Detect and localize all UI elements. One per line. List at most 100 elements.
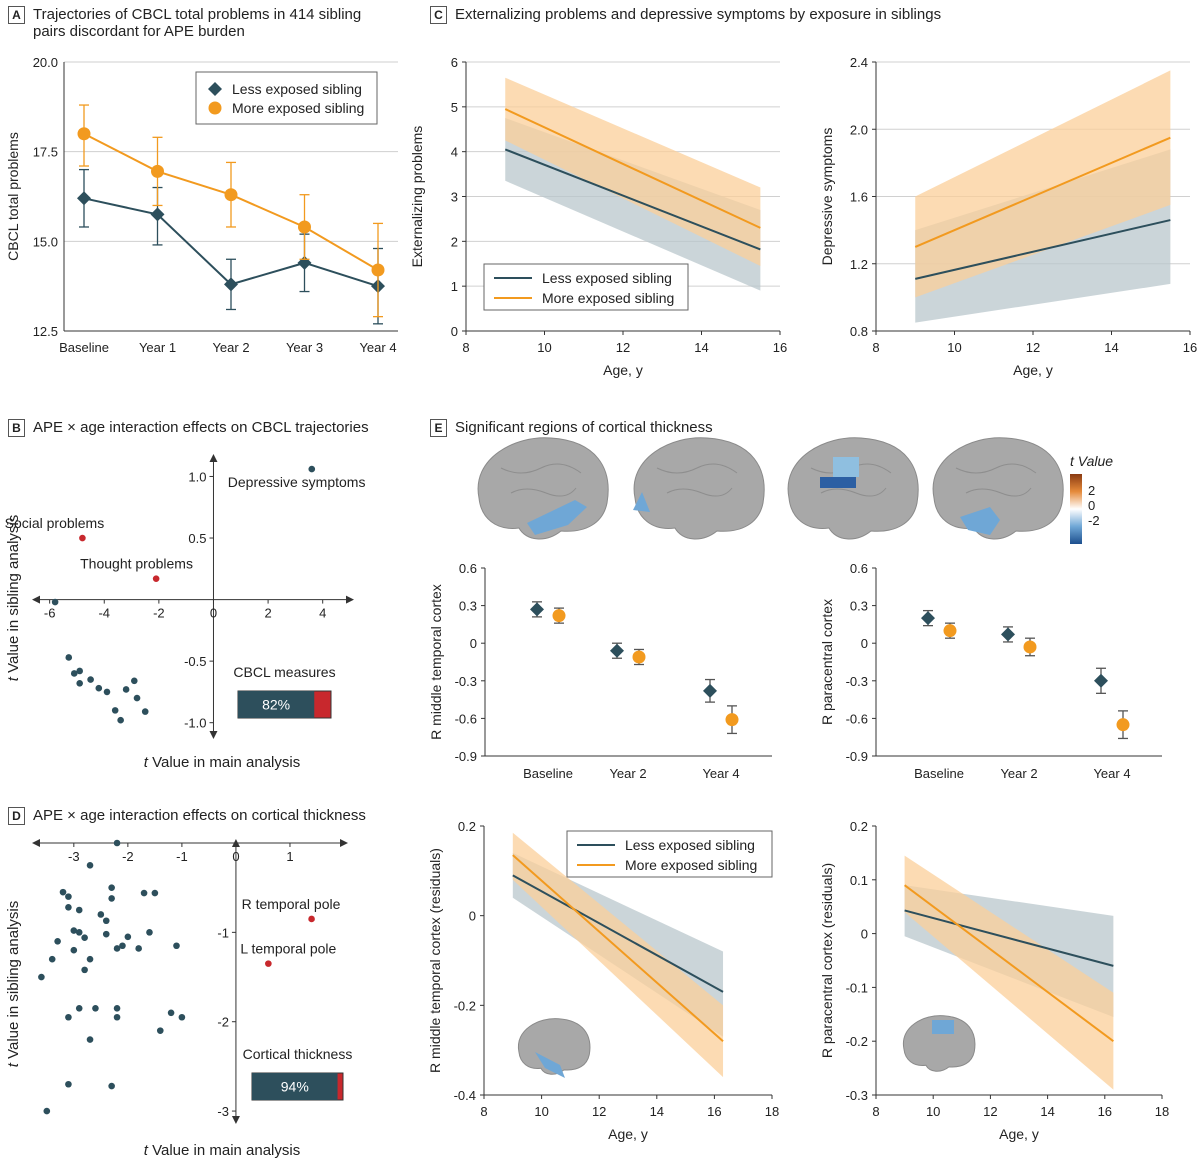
y-tick-label: -0.3 [846, 1088, 868, 1103]
panel-a-title: A Trajectories of CBCL total problems in… [8, 6, 388, 40]
scatter-point [76, 667, 83, 675]
y-tick-label: -0.4 [454, 1088, 476, 1103]
regression-line [904, 909, 1114, 967]
x-axis-label: Age, y [608, 1126, 648, 1142]
scatter-point [51, 598, 59, 606]
brain-sulci [500, 463, 582, 497]
region-middle-temporal [527, 500, 587, 535]
scatter-point [38, 973, 45, 981]
y-tick-label: 12.5 [33, 324, 58, 339]
x-tick-label: 8 [872, 1104, 879, 1119]
y-tick-label: -0.2 [846, 1034, 868, 1049]
region-inset-f1 [535, 1052, 565, 1078]
panel-c-title: C Externalizing problems and depressive … [430, 6, 1150, 24]
y-axis-label: R paracentral cortex (residuals) [819, 863, 835, 1058]
y-tick-label: 1.6 [850, 190, 868, 205]
scatter-point [76, 679, 83, 687]
chart-e2-paracentral: -0.9 -0.6 -0.3 0 0.3 0.6 Baseline Year 2 Year 4 R… [819, 561, 1162, 781]
scatter-point [122, 686, 130, 693]
data-point [371, 263, 385, 277]
scatter-point [140, 889, 148, 897]
data-point [224, 188, 238, 202]
scatter-point [108, 895, 115, 902]
scatter-point [86, 955, 94, 963]
regression-line [504, 148, 761, 251]
x-tick-label: 16 [1098, 1104, 1112, 1119]
data-point [943, 624, 957, 638]
y-axis-label: Externalizing problems [409, 126, 425, 268]
y-tick-label: 0.3 [459, 599, 477, 614]
scatter-point [178, 1013, 186, 1021]
scatter-point [173, 942, 180, 950]
scatter-point [108, 884, 115, 891]
scatter-point [43, 1107, 51, 1115]
legend-label-less: Less exposed sibling [625, 837, 755, 853]
y-tick-label: 4 [451, 145, 458, 160]
colorbar-tick-label: 0 [1088, 498, 1095, 513]
y-tick-label: 17.5 [33, 145, 58, 160]
x-tick-label: Year 4 [702, 766, 739, 781]
y-tick-label: 0 [469, 909, 476, 924]
x-tick-label: 0 [232, 849, 239, 864]
scatter-point [103, 688, 111, 696]
highlight-point [308, 915, 315, 923]
x-tick-label: -2 [122, 849, 134, 864]
data-point [921, 611, 935, 626]
x-tick-label: Baseline [523, 766, 573, 781]
highlight-label: R temporal pole [242, 896, 341, 912]
scatter-point [70, 670, 78, 677]
panel-e-title: E Significant regions of cortical thickn… [430, 419, 930, 437]
highlight-label: L temporal pole [240, 941, 336, 957]
scatter-point [95, 684, 103, 692]
x-tick-label: 10 [926, 1104, 940, 1119]
scatter-point [65, 654, 73, 661]
scatter-point [75, 929, 83, 936]
y-tick-label: -0.5 [184, 654, 206, 669]
data-point [703, 683, 717, 698]
y-tick-label: -0.6 [455, 711, 477, 726]
scatter-point [141, 708, 149, 715]
scatter-point [113, 839, 121, 847]
regression-line [904, 884, 1114, 1043]
y-tick-label: -1 [217, 925, 229, 940]
y-tick-label: 0.6 [459, 561, 477, 576]
y-tick-label: -0.1 [846, 980, 868, 995]
chart-c2-depressive: 0.8 1.2 1.6 2.0 2.4 8 10 12 14 16 Age, y Depressive… [819, 55, 1197, 378]
brain-outline [932, 437, 1064, 540]
x-tick-label: 14 [650, 1104, 664, 1119]
legend-box [483, 263, 689, 311]
y-tick-label: -0.3 [455, 674, 477, 689]
y-tick-label: 0.2 [850, 819, 868, 834]
y-tick-label: 0.6 [850, 561, 868, 576]
scatter-point [65, 904, 72, 911]
scatter-point [75, 906, 83, 914]
scatter-point [65, 1013, 72, 1021]
scatter-point [86, 1036, 94, 1043]
y-tick-label: -0.9 [846, 749, 868, 764]
regression-line [512, 854, 724, 1042]
scatter-point [75, 1005, 83, 1012]
panel-b-title: B APE × age interaction effects on CBCL … [8, 419, 408, 437]
confidence-band [505, 77, 761, 266]
x-tick-label: 12 [592, 1104, 606, 1119]
y-tick-label: 0.1 [850, 873, 868, 888]
data-point [1116, 718, 1130, 732]
data-point [1001, 627, 1015, 642]
x-tick-label: Year 3 [286, 340, 323, 355]
y-tick-label: -0.6 [846, 711, 868, 726]
x-tick-label: -4 [98, 606, 110, 621]
scatter-point [124, 933, 132, 941]
y-axis-label: t Value in sibling analysis [5, 515, 22, 681]
x-tick-label: 1 [286, 849, 293, 864]
y-tick-label: 6 [451, 55, 458, 70]
scatter-point [113, 1013, 121, 1021]
x-tick-label: 16 [1183, 340, 1197, 355]
legend-box [195, 71, 378, 125]
y-tick-label: 15.0 [33, 234, 58, 249]
data-point [151, 164, 164, 178]
x-tick-label: 10 [537, 340, 551, 355]
scatter-point [102, 917, 110, 925]
data-point [725, 713, 739, 727]
